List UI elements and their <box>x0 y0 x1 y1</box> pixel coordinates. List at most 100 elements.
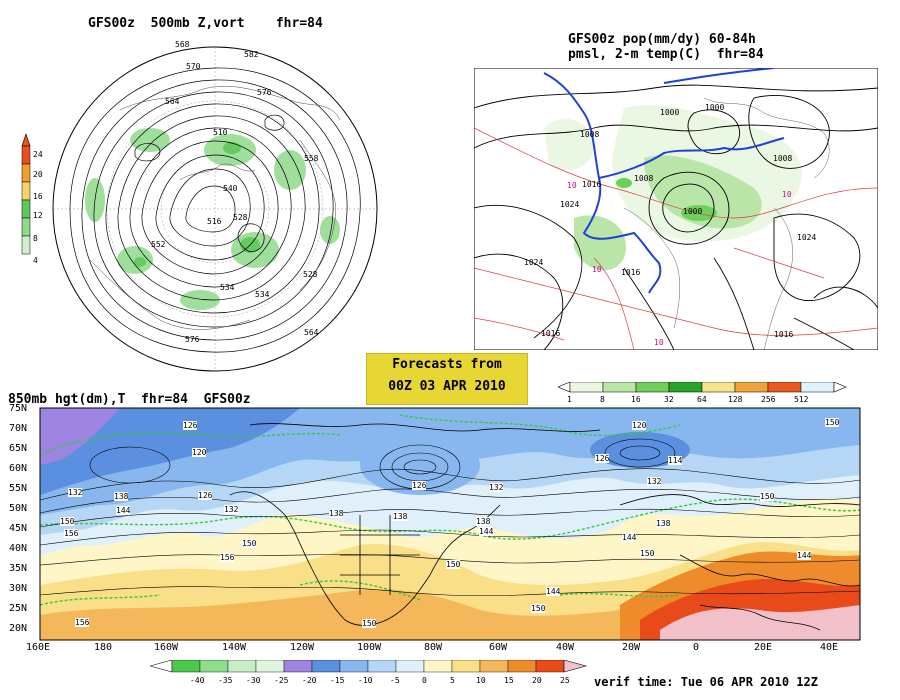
hgt-label: 144 <box>797 551 812 560</box>
polar-disc <box>52 46 378 372</box>
isobar-label: 1016 <box>774 330 794 339</box>
polar-contour-label: 534 <box>255 290 270 299</box>
hgt-label: 150 <box>242 539 257 548</box>
precip-panel-title-line2: pmsl, 2-m temp(C) fhr=84 <box>568 47 764 62</box>
polar-contour-label: 582 <box>244 50 259 59</box>
hgt-label: 120 <box>192 448 207 457</box>
lon-label: 40W <box>556 642 575 653</box>
polar-cbar-tick: 20 <box>33 170 43 179</box>
precip-cbar-tick: 128 <box>728 395 743 404</box>
temp-cbar-tick: -30 <box>246 676 261 685</box>
precip-cbar-tick: 1 <box>567 395 572 404</box>
lon-label: 160W <box>154 642 179 653</box>
isobar-label: 1024 <box>560 200 580 209</box>
precip-cbar-tick: 16 <box>631 395 641 404</box>
precip-cbar-tick: 8 <box>600 395 605 404</box>
lat-label: 20N <box>9 623 28 634</box>
polar-cbar-tick: 4 <box>33 256 38 265</box>
polar-panel-title: GFS00z 500mb Z,vort fhr=84 <box>88 16 323 31</box>
lon-label: 160E <box>26 642 51 653</box>
lat-label: 65N <box>9 443 28 454</box>
temperature-field <box>40 408 860 640</box>
temp-cbar-tick: -10 <box>358 676 373 685</box>
lat-label: 30N <box>9 583 28 594</box>
hgt-label: 138 <box>393 512 408 521</box>
polar-contour-label: 564 <box>165 97 180 106</box>
temp-cbar-tick: 20 <box>532 676 542 685</box>
temp-cbar-tick: -20 <box>302 676 317 685</box>
hgt-label: 132 <box>68 488 83 497</box>
precip-panel-title-line1: GFS00z pop(mm/dy) 60-84h <box>568 32 756 47</box>
hgt-label: 144 <box>546 587 561 596</box>
lon-label: 140W <box>222 642 247 653</box>
isobar-label: 1000 <box>660 108 680 117</box>
hgt-label: 138 <box>476 517 491 526</box>
polar-contour-label: 534 <box>220 283 235 292</box>
precip-cbar-tick: 512 <box>794 395 809 404</box>
temp-cbar-tick: 15 <box>504 676 514 685</box>
lat-label: 60N <box>9 463 28 474</box>
lon-label: 100W <box>357 642 382 653</box>
hgt-label: 138 <box>114 492 129 501</box>
polar-contour-label: 576 <box>257 88 272 97</box>
hgt-label: 144 <box>116 506 131 515</box>
hgt-label: 138 <box>329 509 344 518</box>
isobar-label: 1024 <box>797 233 817 242</box>
polar-contour-label: 510 <box>213 128 228 137</box>
isobar-label: 1016 <box>541 329 561 338</box>
isobar-label: 1008 <box>634 174 654 183</box>
precip-cbar-tick: 64 <box>697 395 707 404</box>
lower-map <box>39 407 861 641</box>
verif-time: verif time: Tue 06 APR 2010 12Z <box>594 675 818 689</box>
lat-label: 45N <box>9 523 28 534</box>
temp-cbar-tick: -35 <box>218 676 233 685</box>
lon-label: 0 <box>693 642 700 653</box>
isobar-label: 1024 <box>524 258 544 267</box>
lower-panel-title: 850mb hgt(dm),T fhr=84 GFS00z <box>8 392 251 407</box>
precip-cbar-tick: 256 <box>761 395 776 404</box>
temp-cbar-tick: -5 <box>390 676 400 685</box>
hgt-label: 150 <box>825 418 840 427</box>
temp-cbar-tick: 0 <box>422 676 427 685</box>
temp-cbar-tick: 10 <box>476 676 486 685</box>
hgt-label: 132 <box>489 483 504 492</box>
temp-label: 10 <box>654 338 664 347</box>
polar-cbar-tick: 12 <box>33 211 43 220</box>
hgt-label: 132 <box>224 505 239 514</box>
lon-label: 20W <box>622 642 641 653</box>
polar-cbar-tick: 24 <box>33 150 43 159</box>
temp-label: 10 <box>592 265 602 274</box>
hgt-label: 144 <box>479 527 494 536</box>
temp-cbar-tick: -15 <box>330 676 345 685</box>
polar-contour-label: 568 <box>175 40 190 49</box>
polar-contour-label: 558 <box>304 154 319 163</box>
temp-label: 10 <box>782 190 792 199</box>
lon-label: 120W <box>290 642 315 653</box>
hgt-label: 126 <box>595 454 610 463</box>
precip-cbar-tick: 32 <box>664 395 674 404</box>
lat-label: 70N <box>9 423 28 434</box>
hgt-label: 120 <box>632 421 647 430</box>
polar-contour-label: 528 <box>233 213 248 222</box>
isobar-label: 1016 <box>582 180 602 189</box>
precip-colorbar: 1 8 16 32 64 128 256 512 <box>558 382 847 404</box>
lat-label: 25N <box>9 603 28 614</box>
polar-contour-label: 528 <box>303 270 318 279</box>
lat-label: 40N <box>9 543 28 554</box>
polar-cbar-tick: 16 <box>33 192 43 201</box>
hgt-label: 138 <box>656 519 671 528</box>
temp-colorbar: -40 -35 -30 -25 -20 -15 -10 -5 0 5 10 15… <box>150 660 588 685</box>
lat-label: 50N <box>9 503 28 514</box>
lat-label: 35N <box>9 563 28 574</box>
isobar-label: 1008 <box>773 154 793 163</box>
hgt-label: 126 <box>198 491 213 500</box>
lat-label: 55N <box>9 483 28 494</box>
banner-line2: 00Z 03 APR 2010 <box>388 379 506 394</box>
temp-cbar-tick: -25 <box>274 676 289 685</box>
hgt-label: 126 <box>412 481 427 490</box>
hgt-label: 126 <box>183 421 198 430</box>
lon-label: 40E <box>820 642 839 653</box>
banner-line1: Forecasts from <box>392 357 502 372</box>
isobar-label: 1000 <box>705 103 725 112</box>
